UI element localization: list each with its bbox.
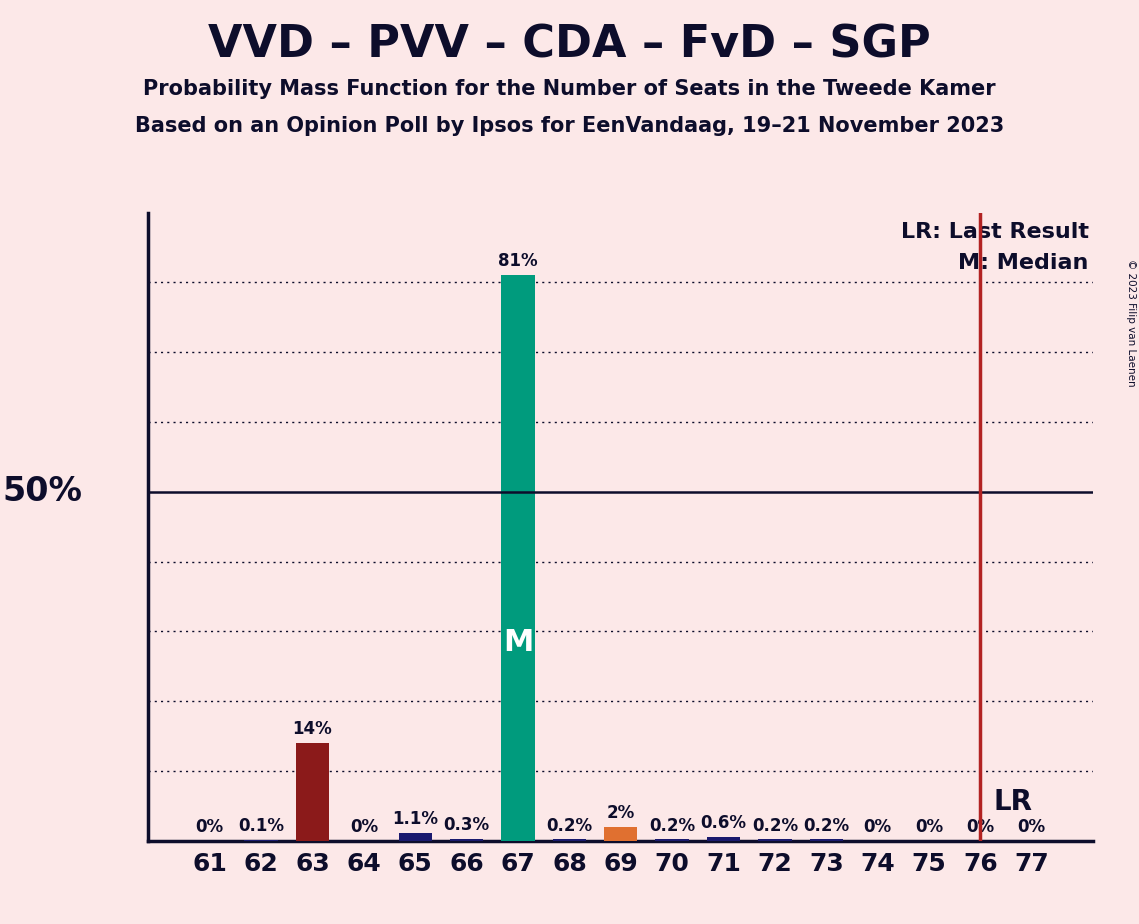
Bar	[810, 839, 843, 841]
Text: 0.1%: 0.1%	[238, 817, 284, 835]
Text: LR: LR	[993, 788, 1032, 817]
Text: 0.3%: 0.3%	[443, 816, 490, 833]
Text: 50%: 50%	[2, 475, 82, 508]
Text: 2%: 2%	[607, 804, 634, 822]
Text: LR: Last Result: LR: Last Result	[901, 222, 1089, 242]
Bar	[450, 839, 483, 841]
Text: Probability Mass Function for the Number of Seats in the Tweede Kamer: Probability Mass Function for the Number…	[144, 79, 995, 99]
Bar	[296, 743, 329, 841]
Bar	[552, 839, 587, 841]
Bar	[655, 839, 689, 841]
Text: 0%: 0%	[863, 818, 892, 836]
Text: 0.2%: 0.2%	[547, 817, 592, 834]
Text: 81%: 81%	[498, 252, 538, 271]
Text: 0.6%: 0.6%	[700, 814, 746, 832]
Bar	[501, 275, 534, 841]
Text: © 2023 Filip van Laenen: © 2023 Filip van Laenen	[1126, 259, 1136, 386]
Text: Based on an Opinion Poll by Ipsos for EenVandaag, 19–21 November 2023: Based on an Opinion Poll by Ipsos for Ee…	[134, 116, 1005, 136]
Bar	[707, 836, 740, 841]
Bar	[604, 827, 638, 841]
Text: 0.2%: 0.2%	[649, 817, 695, 834]
Text: M: M	[502, 628, 533, 657]
Bar	[399, 833, 432, 841]
Text: 0%: 0%	[350, 818, 378, 836]
Text: 0%: 0%	[966, 818, 994, 836]
Text: 0%: 0%	[196, 818, 223, 836]
Text: 1.1%: 1.1%	[392, 810, 439, 828]
Text: VVD – PVV – CDA – FvD – SGP: VVD – PVV – CDA – FvD – SGP	[208, 23, 931, 67]
Text: 0%: 0%	[1018, 818, 1046, 836]
Text: 0.2%: 0.2%	[803, 817, 850, 834]
Text: 14%: 14%	[293, 720, 333, 738]
Text: 0%: 0%	[915, 818, 943, 836]
Text: 0.2%: 0.2%	[752, 817, 798, 834]
Bar	[759, 839, 792, 841]
Text: M: Median: M: Median	[958, 253, 1089, 274]
